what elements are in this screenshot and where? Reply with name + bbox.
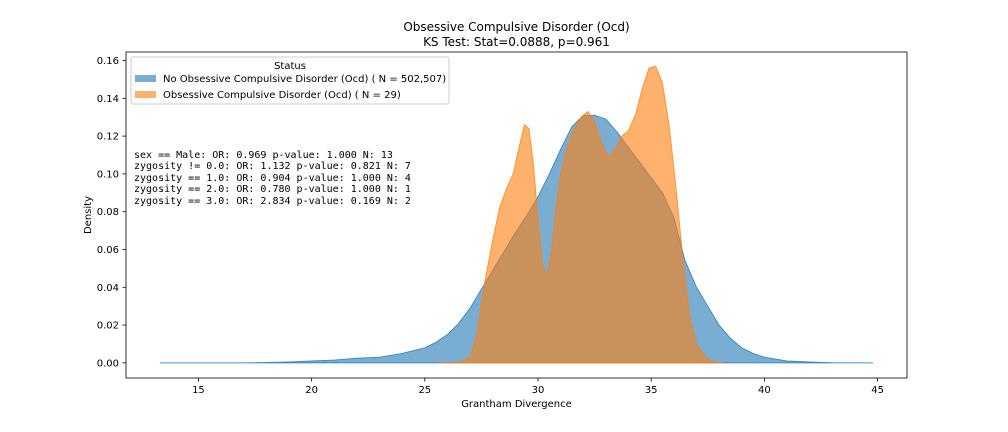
legend: Status No Obsessive Compulsive Disorder … — [130, 56, 450, 105]
y-axis-ticks: 0.00 0.02 0.04 0.06 0.08 0.10 0.12 0.14 0.16 — [97, 56, 126, 369]
y-tick-label: 0.16 — [97, 56, 119, 67]
x-tick-label: 20 — [305, 385, 318, 396]
y-axis-label: Density — [83, 196, 94, 234]
annotation-line: sex == Male: OR: 0.969 p-value: 1.000 N:… — [134, 150, 393, 161]
chart-subtitle: KS Test: Stat=0.0888, p=0.961 — [423, 35, 610, 49]
legend-title: Status — [274, 61, 306, 72]
legend-box — [130, 56, 450, 105]
y-tick-label: 0.04 — [97, 283, 119, 294]
annotation-line: zygosity == 2.0: OR: 0.780 p-value: 1.00… — [134, 184, 411, 195]
legend-swatch-no-ocd — [135, 75, 156, 82]
annotation-line: zygosity != 0.0: OR: 1.132 p-value: 0.82… — [134, 161, 411, 172]
stats-annotation: sex == Male: OR: 0.969 p-value: 1.000 N:… — [134, 150, 411, 207]
density-areas — [159, 65, 874, 364]
annotation-line: zygosity == 3.0: OR: 2.834 p-value: 0.16… — [134, 196, 411, 207]
x-axis-label: Grantham Divergence — [461, 399, 572, 410]
x-tick-label: 25 — [418, 385, 431, 396]
y-tick-label: 0.02 — [97, 321, 119, 332]
annotation-line: zygosity == 1.0: OR: 0.904 p-value: 1.00… — [134, 173, 411, 184]
y-tick-label: 0.08 — [97, 207, 119, 218]
legend-swatch-ocd — [135, 91, 156, 98]
x-tick-label: 45 — [871, 385, 884, 396]
y-tick-label: 0.06 — [97, 245, 119, 256]
x-axis-ticks: 15 20 25 30 35 40 45 — [192, 378, 884, 396]
density-area-ocd — [438, 65, 724, 364]
legend-entry-ocd: Obsessive Compulsive Disorder (Ocd) ( N … — [163, 90, 401, 101]
y-tick-label: 0.00 — [97, 358, 119, 369]
x-tick-label: 40 — [758, 385, 771, 396]
legend-entry-no-ocd: No Obsessive Compulsive Disorder (Ocd) (… — [163, 74, 446, 85]
y-tick-label: 0.12 — [97, 132, 119, 143]
chart-title: Obsessive Compulsive Disorder (Ocd) — [403, 20, 629, 34]
x-tick-label: 35 — [645, 385, 658, 396]
x-tick-label: 30 — [532, 385, 545, 396]
x-tick-label: 15 — [192, 385, 205, 396]
y-tick-label: 0.14 — [97, 94, 119, 105]
plot-frame — [125, 51, 908, 379]
y-tick-label: 0.10 — [97, 169, 119, 180]
